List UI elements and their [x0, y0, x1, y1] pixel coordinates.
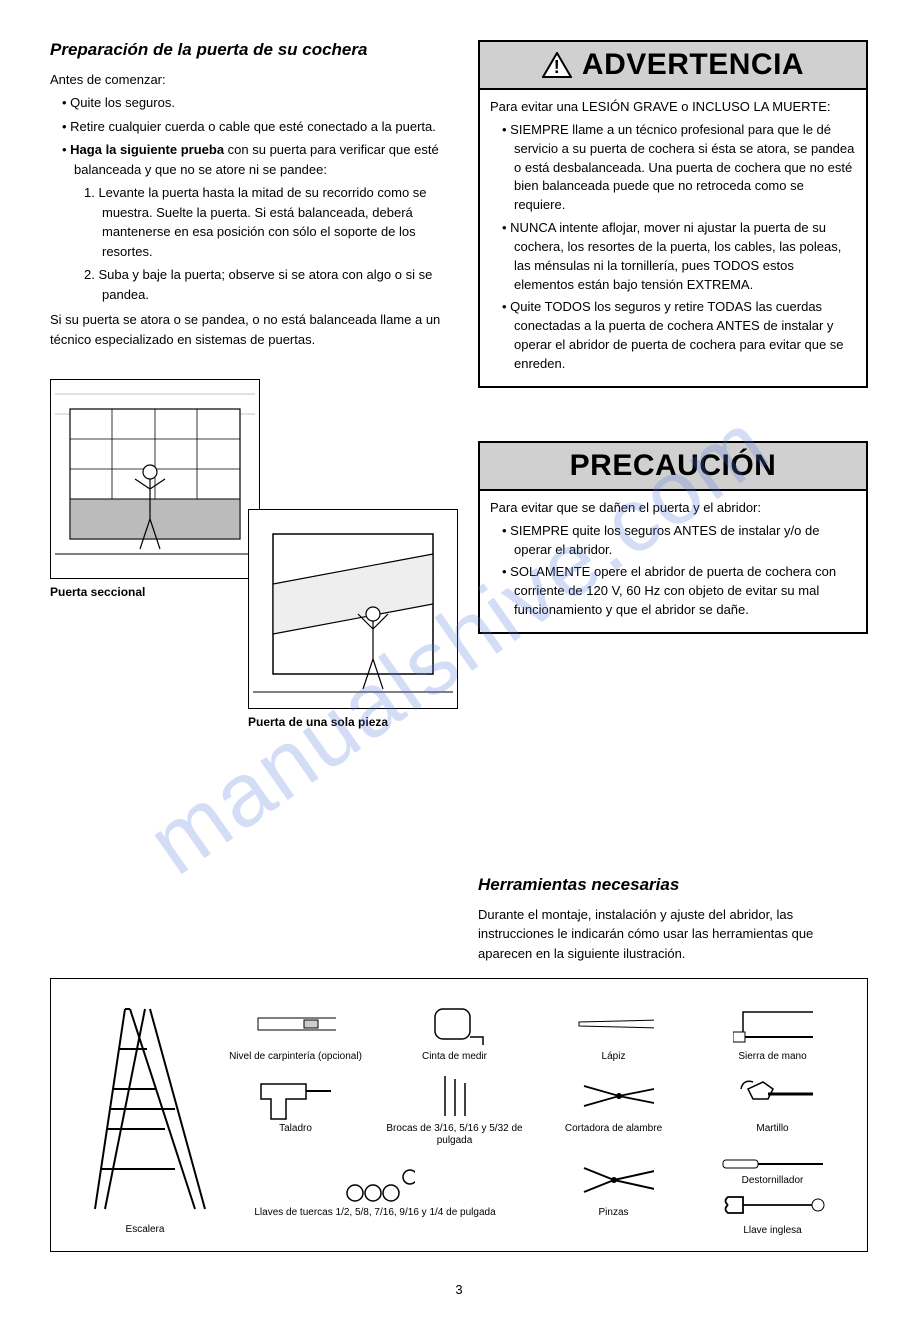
caution-item: SIEMPRE quite los seguros ANTES de insta…	[502, 522, 856, 560]
warning-lead: Para evitar una LESIÓN GRAVE o INCLUSO L…	[490, 98, 856, 117]
wrenches-icon	[335, 1158, 415, 1203]
hammer-icon	[733, 1074, 813, 1119]
adjwrench-icon	[718, 1193, 828, 1223]
warning-box: ! ADVERTENCIA Para evitar una LESIÓN GRA…	[478, 40, 868, 388]
pencil-label: Lápiz	[602, 1051, 626, 1063]
screwdriver-label: Destornillador	[742, 1175, 804, 1187]
fig2-caption: Puerta de una sola pieza	[248, 715, 458, 729]
tool-hacksaw: Sierra de mano	[702, 999, 843, 1063]
tool-screwdriver-wrench: Destornillador Llave inglesa	[702, 1155, 843, 1237]
tool-drill: Taladro	[225, 1071, 366, 1147]
caution-header: PRECAUCIÓN	[480, 443, 866, 491]
ladder-label: Escalera	[75, 1224, 215, 1235]
warning-item: Quite TODOS los seguros y retire TODAS l…	[502, 298, 856, 373]
tools-title: Herramientas necesarias	[478, 875, 868, 895]
tool-drillbits: Brocas de 3/16, 5/16 y 5/32 de pulgada	[384, 1071, 525, 1147]
step-item: 1. Levante la puerta hasta la mitad de s…	[102, 183, 458, 261]
pencil-icon	[574, 1014, 654, 1034]
figure-onepiece-door: Puerta de una sola pieza	[248, 509, 458, 729]
prep-steps: 1. Levante la puerta hasta la mitad de s…	[74, 183, 458, 304]
bullet-item: Haga la siguiente prueba con su puerta p…	[62, 140, 458, 304]
step-item: 2. Suba y baje la puerta; observe si se …	[102, 265, 458, 304]
prep-title: Preparación de la puerta de su cochera	[50, 40, 458, 60]
sectional-door-icon	[55, 384, 255, 574]
drill-icon	[256, 1069, 336, 1124]
level-label: Nivel de carpintería (opcional)	[229, 1051, 362, 1063]
prep-followup: Si su puerta se atora o se pandea, o no …	[50, 310, 458, 349]
caution-item: SOLAMENTE opere el abridor de puerta de …	[502, 563, 856, 620]
tool-ladder: Escalera	[75, 999, 215, 1235]
caution-header-text: PRECAUCIÓN	[570, 449, 777, 483]
warning-header: ! ADVERTENCIA	[480, 42, 866, 90]
tape-label: Cinta de medir	[422, 1051, 487, 1063]
wirecutter-icon	[574, 1076, 654, 1116]
tape-icon	[425, 999, 485, 1049]
screwdriver-icon	[718, 1155, 828, 1173]
prep-intro: Antes de comenzar:	[50, 72, 458, 87]
page-number: 3	[50, 1282, 868, 1297]
adjwrench-label: Llave inglesa	[743, 1225, 801, 1237]
wirecutter-label: Cortadora de alambre	[565, 1123, 662, 1135]
hacksaw-icon	[733, 1002, 813, 1047]
tool-pencil: Lápiz	[543, 999, 684, 1063]
tool-wirecutter: Cortadora de alambre	[543, 1071, 684, 1147]
tool-tape: Cinta de medir	[384, 999, 525, 1063]
tools-box: Escalera Nivel de carpintería (opcional)…	[50, 978, 868, 1252]
svg-text:!: !	[554, 57, 561, 77]
wrenches-label: Llaves de tuercas 1/2, 5/8, 7/16, 9/16 y…	[254, 1207, 495, 1219]
fig1-caption: Puerta seccional	[50, 585, 260, 599]
pliers-label: Pinzas	[598, 1207, 628, 1219]
bullet-item: Quite los seguros.	[62, 93, 458, 113]
tool-pliers: Pinzas	[543, 1155, 684, 1237]
warning-list: SIEMPRE llame a un técnico profesional p…	[490, 121, 856, 374]
tool-level: Nivel de carpintería (opcional)	[225, 999, 366, 1063]
hammer-label: Martillo	[756, 1123, 788, 1135]
ladder-icon	[75, 999, 215, 1219]
caution-list: SIEMPRE quite los seguros ANTES de insta…	[490, 522, 856, 620]
tool-hammer: Martillo	[702, 1071, 843, 1147]
warning-header-text: ADVERTENCIA	[582, 48, 804, 82]
warning-item: SIEMPRE llame a un técnico profesional p…	[502, 121, 856, 215]
drill-label: Taladro	[279, 1123, 312, 1135]
tool-wrenches: Llaves de tuercas 1/2, 5/8, 7/16, 9/16 y…	[225, 1155, 525, 1237]
caution-lead: Para evitar que se dañen el puerta y el …	[490, 499, 856, 518]
figure-sectional-door: Puerta seccional	[50, 379, 260, 599]
left-column: Preparación de la puerta de su cochera A…	[50, 40, 458, 963]
hacksaw-label: Sierra de mano	[738, 1051, 806, 1063]
pliers-icon	[574, 1160, 654, 1200]
level-icon	[256, 1014, 336, 1034]
tools-text: Durante el montaje, instalación y ajuste…	[478, 905, 868, 964]
drillbits-label: Brocas de 3/16, 5/16 y 5/32 de pulgada	[384, 1123, 525, 1147]
onepiece-door-icon	[253, 514, 453, 704]
drillbits-icon	[430, 1071, 480, 1121]
right-column: ! ADVERTENCIA Para evitar una LESIÓN GRA…	[478, 40, 868, 963]
caution-box: PRECAUCIÓN Para evitar que se dañen el p…	[478, 441, 868, 634]
warning-triangle-icon: !	[542, 52, 572, 78]
bullet-item: Retire cualquier cuerda o cable que esté…	[62, 117, 458, 137]
warning-item: NUNCA intente aflojar, mover ni ajustar …	[502, 219, 856, 294]
prep-bullets: Quite los seguros. Retire cualquier cuer…	[50, 93, 458, 304]
